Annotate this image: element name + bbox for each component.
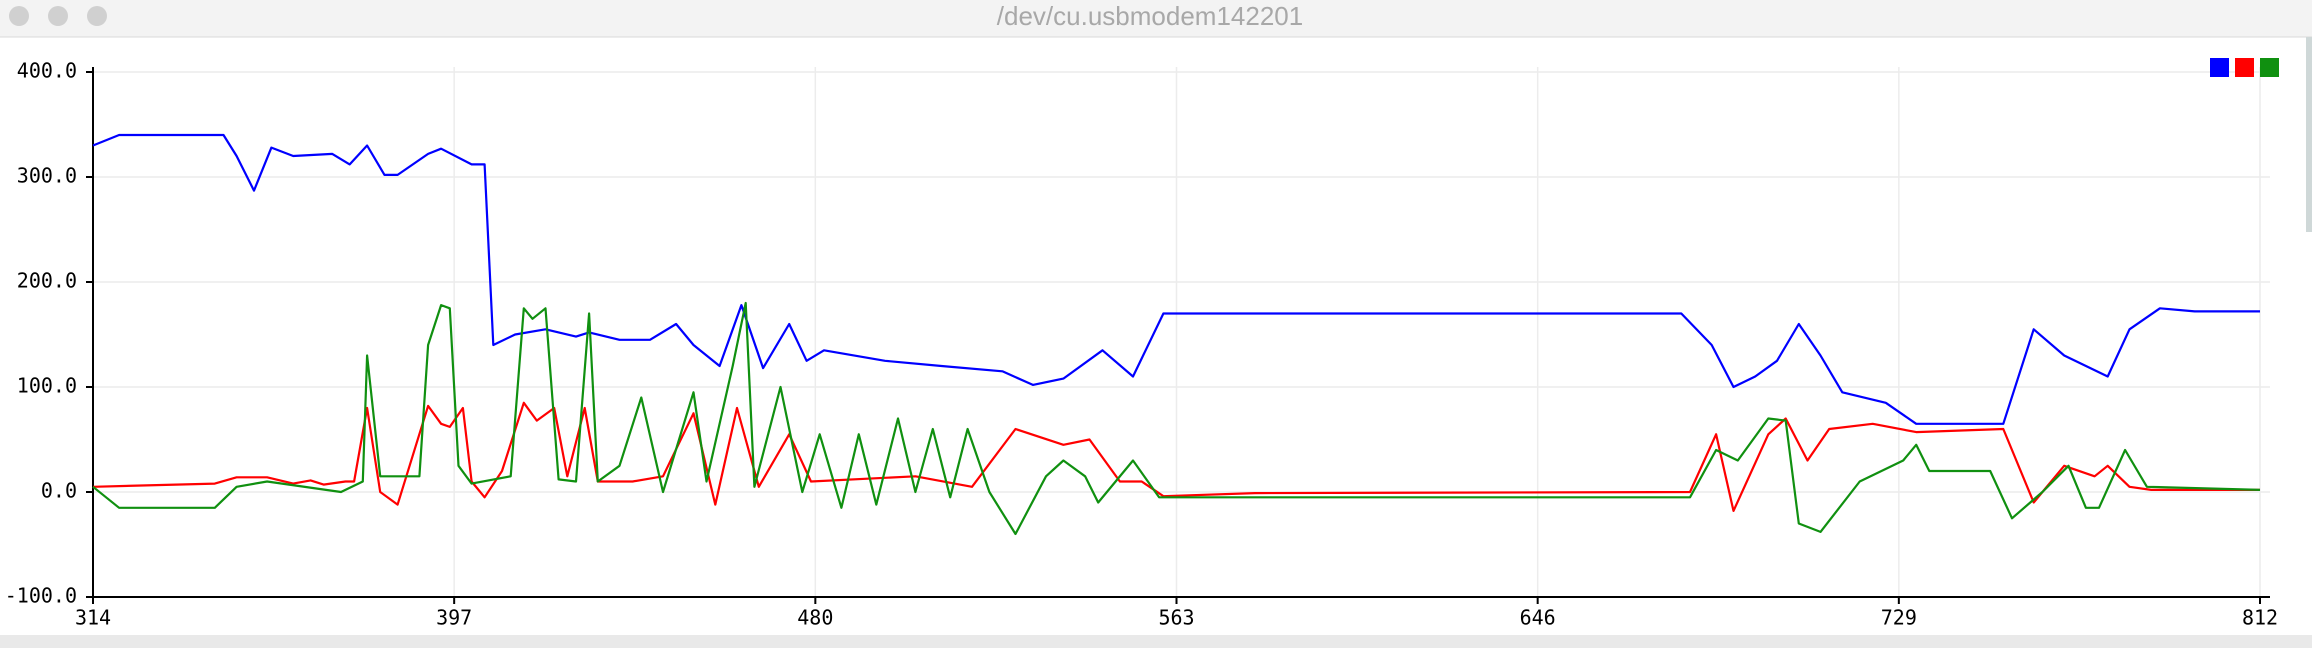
- title-bar: [0, 0, 2312, 37]
- zoom-button[interactable]: [87, 6, 107, 26]
- x-tick-label: 314: [75, 606, 111, 630]
- bottom-bar: [0, 635, 2312, 648]
- y-tick-label: 300.0: [17, 164, 77, 188]
- series-line: [92, 401, 2260, 512]
- x-tick-label: 397: [436, 606, 472, 630]
- legend-swatch: [2235, 58, 2254, 77]
- y-tick-label: 200.0: [17, 269, 77, 293]
- y-tick-label: -100.0: [5, 584, 77, 608]
- series-line: [92, 301, 2261, 536]
- x-tick-label: 480: [797, 606, 833, 630]
- y-tick-label: 400.0: [17, 59, 77, 83]
- x-tick-label: 729: [1881, 606, 1917, 630]
- x-tick-label: 646: [1520, 606, 1556, 630]
- window-title: /dev/cu.usbmodem142201: [997, 1, 1303, 31]
- scrollbar: [2306, 37, 2312, 232]
- legend-swatch: [2260, 58, 2279, 77]
- plot-area: -100.0 0.0 100.0 200.0 300.0 400.0 314 397 480 56…: [5, 58, 2279, 630]
- y-tick-label: 0.0: [41, 479, 77, 503]
- series-line: [92, 133, 2260, 425]
- x-tick-label: 812: [2242, 606, 2278, 630]
- close-button[interactable]: [9, 6, 29, 26]
- y-tick-label: 100.0: [17, 374, 77, 398]
- legend-swatch: [2210, 58, 2229, 77]
- minimize-button[interactable]: [48, 6, 68, 26]
- x-tick-label: 563: [1158, 606, 1194, 630]
